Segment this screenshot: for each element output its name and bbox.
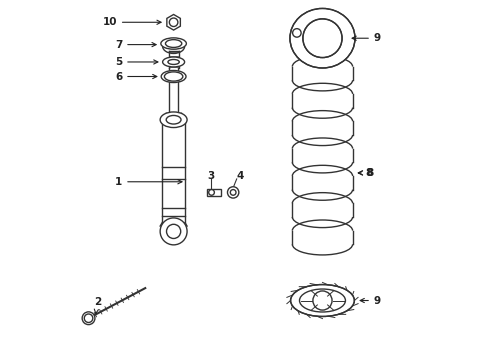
Text: 5: 5 — [115, 57, 158, 67]
Text: 9: 9 — [351, 33, 380, 43]
Circle shape — [169, 18, 178, 27]
Circle shape — [160, 218, 187, 245]
Circle shape — [227, 187, 238, 198]
Circle shape — [292, 29, 301, 37]
Circle shape — [166, 224, 181, 238]
Ellipse shape — [164, 72, 183, 81]
Text: 10: 10 — [102, 17, 161, 27]
Ellipse shape — [302, 19, 342, 58]
Ellipse shape — [163, 57, 184, 67]
Circle shape — [84, 314, 93, 323]
Ellipse shape — [166, 116, 181, 124]
Polygon shape — [166, 14, 180, 30]
Ellipse shape — [167, 59, 179, 64]
Text: 3: 3 — [207, 171, 214, 181]
Text: 1: 1 — [115, 177, 182, 187]
Circle shape — [82, 312, 95, 325]
Text: 9: 9 — [360, 296, 380, 306]
Ellipse shape — [161, 38, 186, 49]
Text: 2: 2 — [94, 297, 101, 314]
Circle shape — [208, 190, 214, 195]
Text: 7: 7 — [115, 40, 156, 50]
Ellipse shape — [167, 73, 180, 80]
Bar — [206, 189, 220, 196]
Text: 6: 6 — [115, 72, 157, 81]
Text: 8: 8 — [358, 168, 373, 178]
Text: 4: 4 — [236, 171, 244, 181]
Circle shape — [312, 291, 331, 310]
Ellipse shape — [165, 40, 182, 48]
Ellipse shape — [161, 71, 185, 82]
Ellipse shape — [290, 284, 354, 316]
Ellipse shape — [289, 8, 354, 68]
Ellipse shape — [160, 112, 187, 127]
Circle shape — [230, 190, 236, 195]
Text: 8: 8 — [358, 168, 371, 178]
